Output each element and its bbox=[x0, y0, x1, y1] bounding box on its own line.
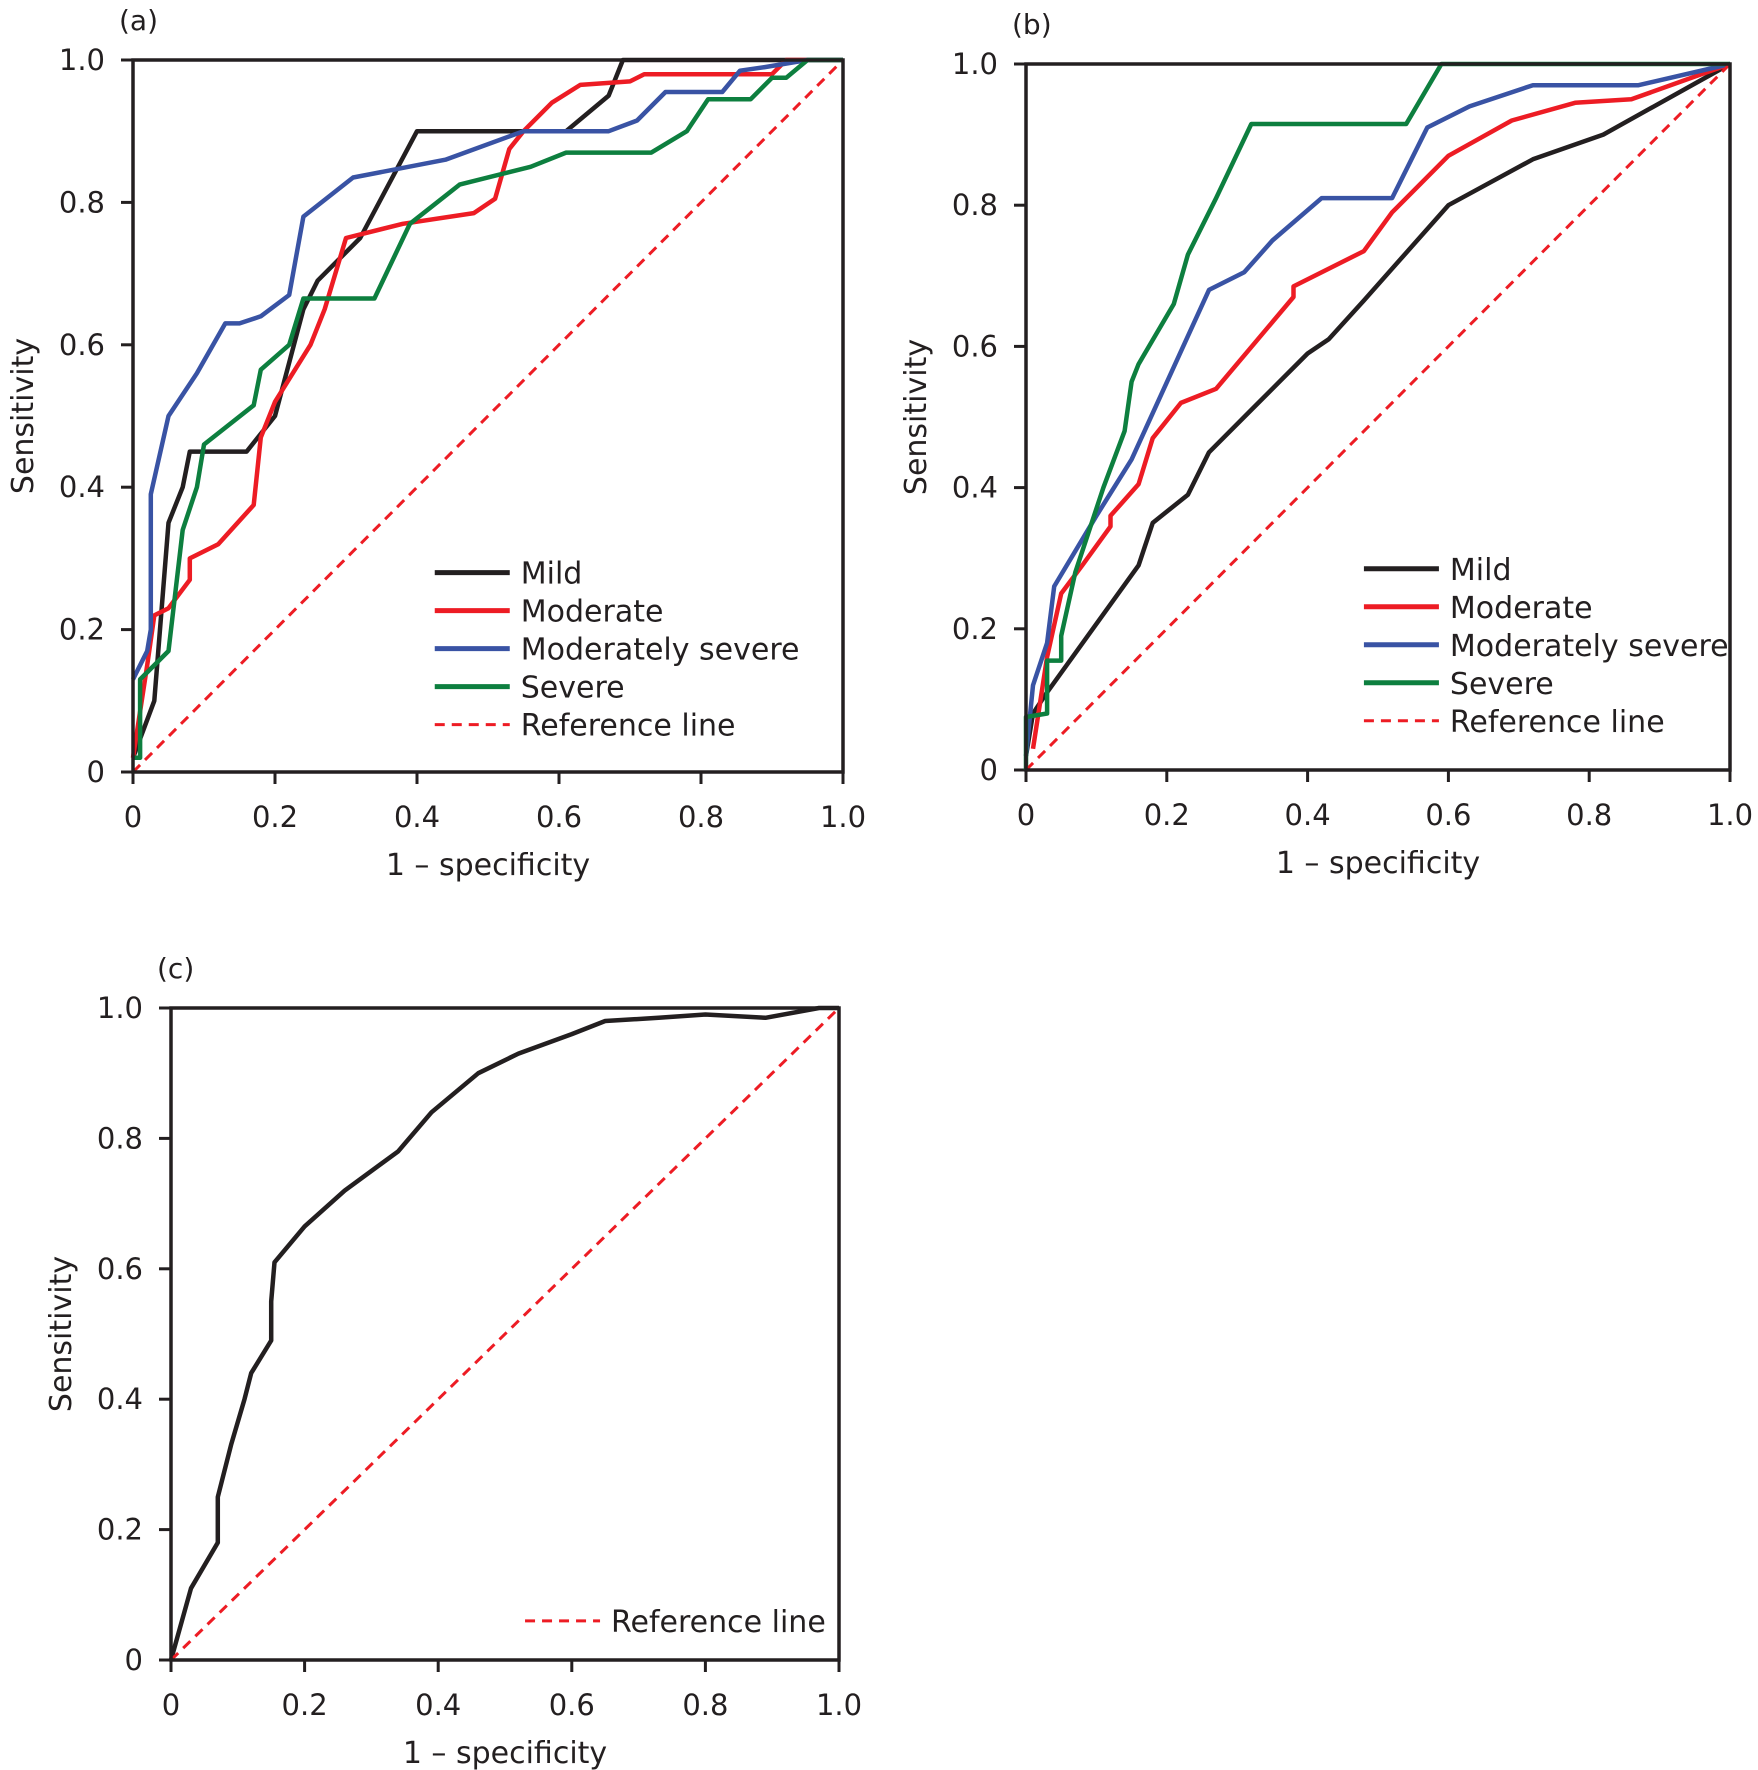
legend-label: Severe bbox=[1450, 667, 1554, 702]
panel-label: (a) bbox=[119, 4, 158, 37]
legend-label: Reference line bbox=[611, 1605, 826, 1640]
panel-label: (b) bbox=[1012, 8, 1052, 41]
x-tick-label: 0.6 bbox=[549, 1688, 595, 1722]
legend-label: Reference line bbox=[521, 709, 736, 744]
y-tick-label: 0.8 bbox=[97, 1121, 143, 1155]
y-tick-label: 0.4 bbox=[97, 1382, 143, 1416]
x-tick-label: 0 bbox=[124, 800, 142, 834]
x-axis-label: 1 – specificity bbox=[403, 1736, 607, 1770]
plot-frame bbox=[169, 1006, 841, 1662]
x-tick-label: 0.2 bbox=[252, 800, 298, 834]
series-line-reference-line bbox=[131, 58, 845, 774]
x-tick-label: 0 bbox=[1017, 798, 1035, 832]
x-tick-label: 0.2 bbox=[282, 1688, 328, 1722]
y-tick-label: 0.2 bbox=[59, 613, 105, 647]
x-tick-label: 0.8 bbox=[1566, 798, 1612, 832]
series-line-mild bbox=[130, 57, 843, 759]
y-tick-label: 0 bbox=[125, 1643, 143, 1677]
x-tick-label: 0 bbox=[162, 1688, 180, 1722]
legend-label: Moderate bbox=[521, 595, 664, 630]
legend-label: Severe bbox=[521, 671, 625, 706]
y-tick-label: 0.4 bbox=[59, 470, 105, 504]
x-axis-label: 1 – specificity bbox=[1276, 846, 1480, 881]
x-tick-label: 0.8 bbox=[678, 800, 724, 834]
x-tick-label: 1.0 bbox=[816, 1688, 862, 1722]
series-line-severe bbox=[1023, 61, 1730, 770]
series-line-moderate bbox=[130, 57, 843, 759]
y-tick-label: 1.0 bbox=[59, 43, 105, 77]
y-axis-label: Sensitivity bbox=[6, 338, 41, 494]
plot-frame bbox=[131, 58, 845, 774]
legend-label: Moderate bbox=[1450, 591, 1593, 626]
x-tick-label: 0.4 bbox=[415, 1688, 461, 1722]
y-tick-label: 0.8 bbox=[59, 185, 105, 219]
panel-label: (c) bbox=[157, 952, 194, 985]
series-line-reference-line bbox=[169, 1006, 841, 1662]
series-line-mild bbox=[1023, 62, 1732, 757]
y-tick-label: 0.6 bbox=[952, 329, 998, 363]
legend-label: Reference line bbox=[1450, 705, 1665, 740]
y-tick-label: 0.8 bbox=[952, 188, 998, 222]
legend-label: Moderately severe bbox=[521, 633, 800, 668]
x-tick-label: 1.0 bbox=[820, 800, 866, 834]
plot-frame bbox=[1024, 62, 1732, 772]
series-line-severe bbox=[133, 57, 843, 761]
series-line-reference-line bbox=[1024, 62, 1732, 772]
series-line-roc-curve bbox=[168, 1005, 839, 1661]
series-line-moderate bbox=[1030, 61, 1731, 750]
series-line-moderately-severe bbox=[1023, 61, 1731, 757]
x-axis-label: 1 – specificity bbox=[386, 848, 590, 883]
legend-label: Mild bbox=[521, 557, 583, 592]
x-tick-label: 0.4 bbox=[394, 800, 440, 834]
y-axis-label: Sensitivity bbox=[899, 339, 934, 495]
x-tick-label: 0.8 bbox=[682, 1688, 728, 1722]
y-tick-label: 1.0 bbox=[952, 47, 998, 81]
y-tick-label: 1.0 bbox=[97, 991, 143, 1025]
x-tick-label: 1.0 bbox=[1707, 798, 1753, 832]
x-tick-label: 0.2 bbox=[1144, 798, 1190, 832]
y-tick-label: 0.6 bbox=[97, 1252, 143, 1286]
chart-panel-c: (c) 0 0.2 0.4 0.6 0.8 1.0 0 0.2 0.4 0.6 0.8 1.0 1 – s… bbox=[44, 952, 862, 1770]
y-axis-label: Sensitivity bbox=[44, 1256, 79, 1412]
legend-label: Moderately severe bbox=[1450, 629, 1729, 664]
series-line-moderately-severe bbox=[130, 57, 843, 681]
y-tick-label: 0.4 bbox=[952, 471, 998, 505]
x-tick-label: 0.6 bbox=[536, 800, 582, 834]
y-tick-label: 0.6 bbox=[59, 328, 105, 362]
y-tick-label: 0.2 bbox=[952, 612, 998, 646]
chart-panel-b: (b) 0 0.2 0.4 0.6 0.8 1.0 0 0.2 0.4 0.6 0.8 1.0 1 – s… bbox=[899, 8, 1753, 881]
y-tick-label: 0 bbox=[980, 753, 998, 787]
y-tick-label: 0.2 bbox=[97, 1513, 143, 1547]
x-tick-label: 0.4 bbox=[1285, 798, 1331, 832]
legend-label: Mild bbox=[1450, 553, 1512, 588]
chart-panel-a: (a) 0 0.2 0.4 0.6 0.8 1.0 0 0.2 0.4 0.6 0.8 1.0 1 – s… bbox=[6, 4, 866, 883]
y-tick-label: 0 bbox=[87, 755, 105, 789]
x-tick-label: 0.6 bbox=[1425, 798, 1471, 832]
